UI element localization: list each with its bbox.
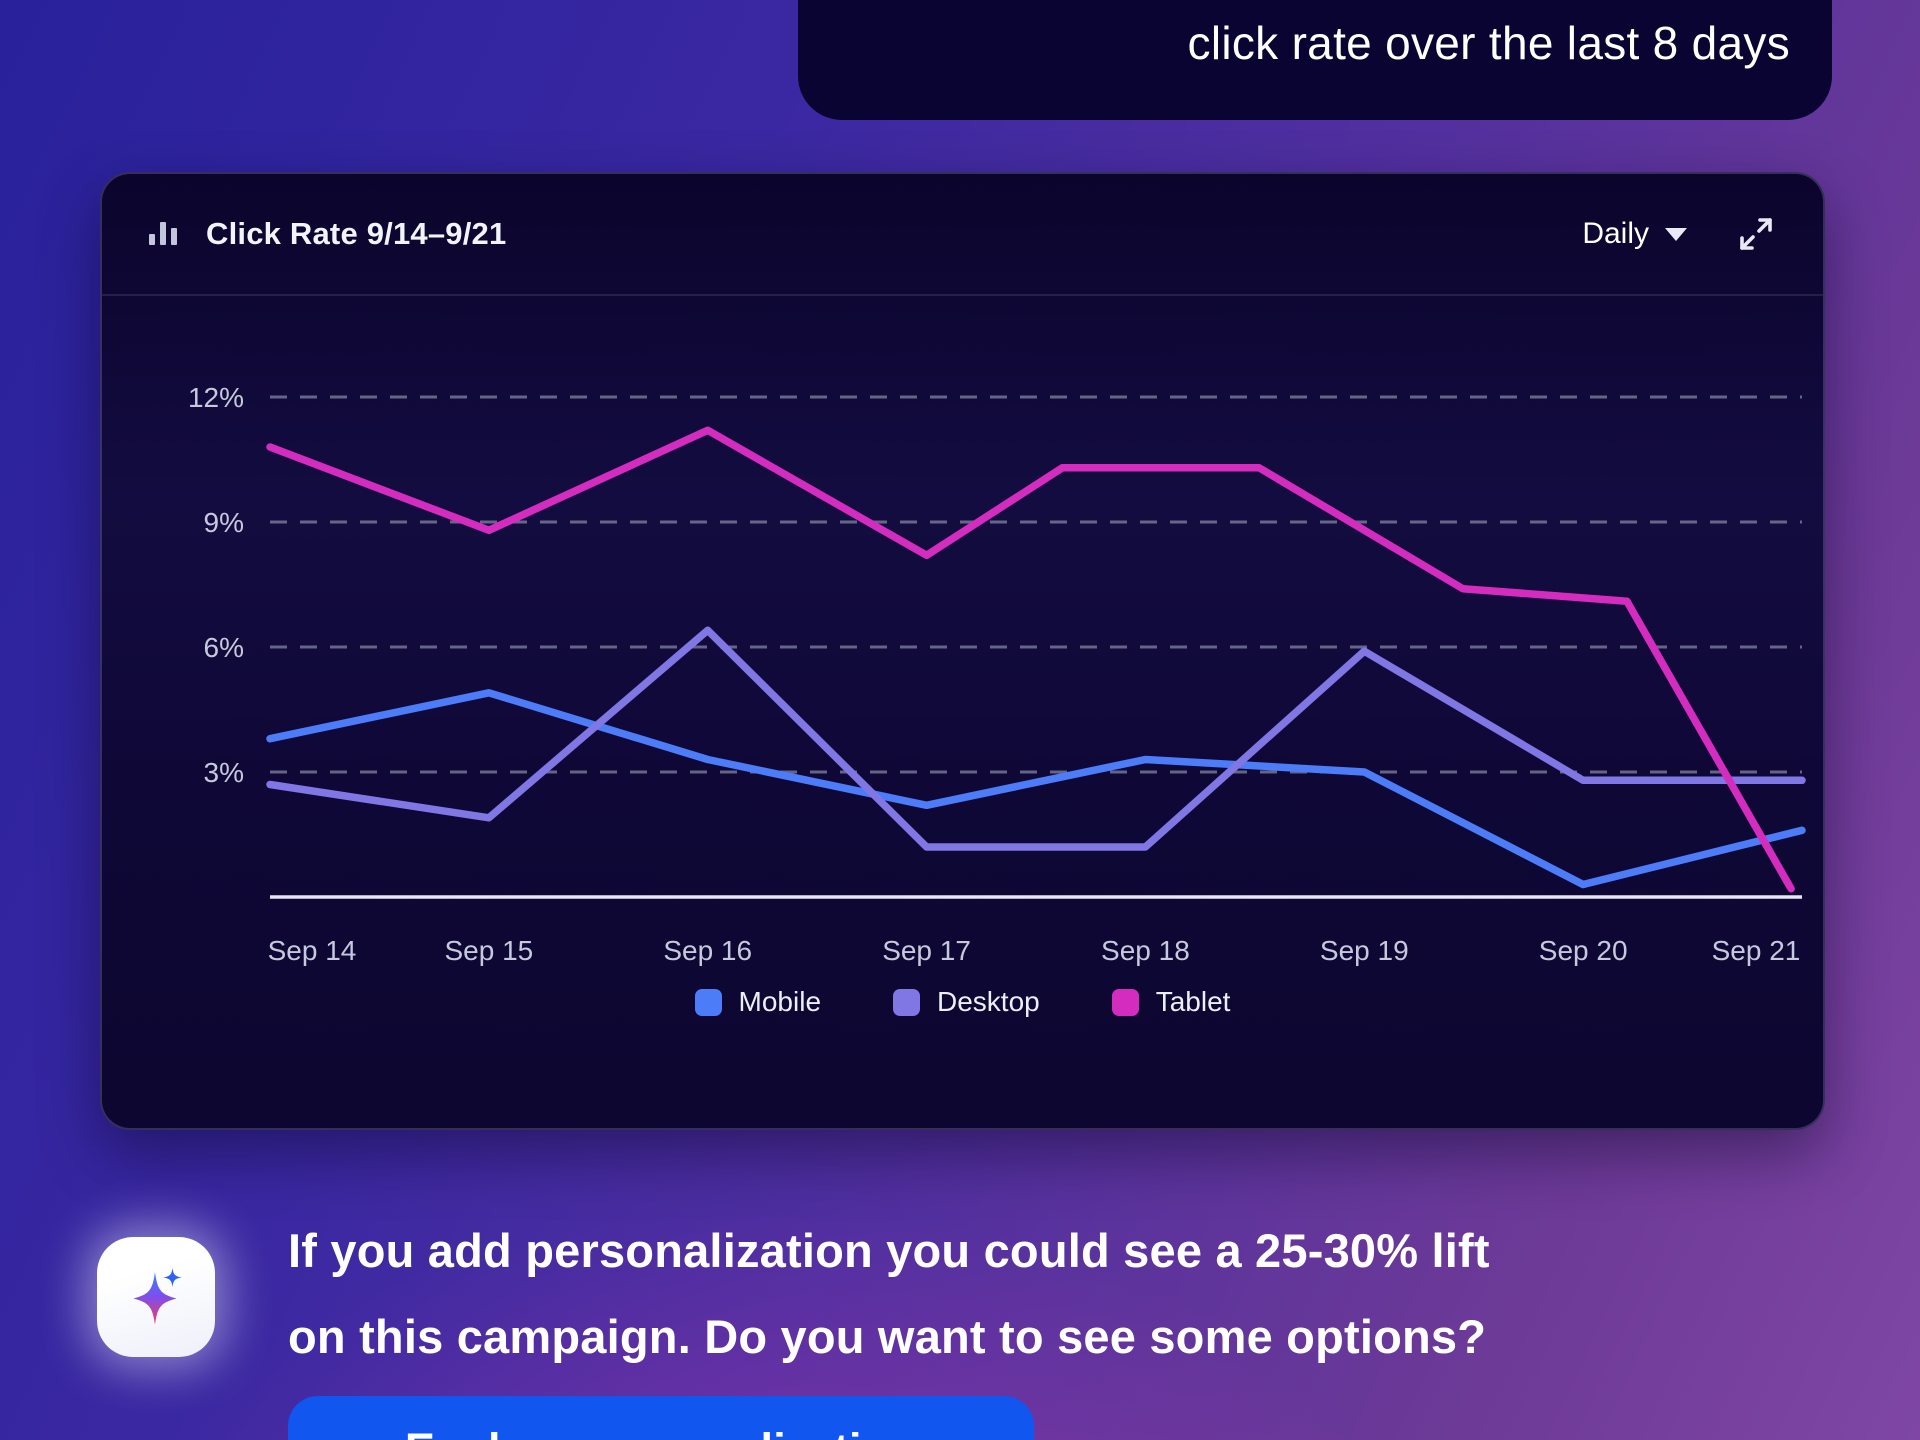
legend-swatch-mobile: [694, 988, 722, 1016]
cta-label: Explore personalization: [405, 1424, 917, 1440]
legend-item-mobile[interactable]: Mobile: [694, 986, 822, 1018]
x-tick-label: Sep 20: [1539, 935, 1628, 966]
explore-personalization-button[interactable]: Explore personalization: [288, 1396, 1034, 1440]
interval-dropdown[interactable]: Daily: [1582, 217, 1687, 251]
y-tick-label: 9%: [204, 507, 244, 538]
ai-assistant-avatar: [97, 1237, 215, 1357]
x-tick-label: Sep 21: [1712, 935, 1801, 966]
x-tick-label: Sep 16: [663, 935, 752, 966]
x-tick-label: Sep 19: [1320, 935, 1409, 966]
ai-message-line-1: If you add personalization you could see…: [288, 1224, 1490, 1277]
user-message-bubble: click rate over the last 8 days: [798, 0, 1832, 120]
legend-label: Mobile: [738, 986, 822, 1017]
x-tick-label: Sep 17: [882, 935, 971, 966]
x-tick-label: Sep 15: [444, 935, 533, 966]
ai-sparkle-icon: [133, 1268, 182, 1325]
chevron-down-icon: [1665, 227, 1687, 241]
y-tick-label: 6%: [204, 632, 244, 663]
click-rate-line-chart: 12% 9% 6% 3% Sep 14 Sep 15 Sep 16 Sep 17 Sep 18 S…: [188, 382, 1806, 966]
user-message-text: click rate over the last 8 days: [1187, 17, 1790, 69]
y-tick-label: 12%: [188, 382, 244, 413]
card-header: Click Rate 9/14–9/21 Daily: [102, 174, 1823, 296]
expand-button[interactable]: [1733, 211, 1779, 257]
x-tick-label: Sep 14: [268, 935, 357, 966]
interval-dropdown-value: Daily: [1582, 217, 1649, 250]
ai-message: If you add personalization you could see…: [288, 1208, 1490, 1380]
legend-label: Tablet: [1155, 986, 1231, 1017]
card-title: Click Rate 9/14–9/21: [206, 216, 507, 251]
card-header-controls: Daily: [1582, 211, 1779, 257]
x-tick-label: Sep 18: [1101, 935, 1190, 966]
legend-item-desktop[interactable]: Desktop: [893, 986, 1040, 1018]
y-tick-label: 3%: [204, 757, 244, 788]
expand-icon: [1740, 218, 1772, 250]
series-line-desktop: [266, 626, 1806, 851]
chart-legend: Mobile Desktop Tablet: [102, 986, 1823, 1018]
legend-item-tablet[interactable]: Tablet: [1111, 986, 1231, 1018]
series-line-mobile: [266, 689, 1806, 889]
series-line-tablet: [266, 426, 1795, 893]
legend-label: Desktop: [937, 986, 1040, 1017]
bar-chart-icon: [146, 215, 180, 254]
legend-swatch-desktop: [893, 988, 921, 1016]
legend-swatch-tablet: [1111, 988, 1139, 1016]
ai-message-line-2: on this campaign. Do you want to see som…: [288, 1310, 1487, 1363]
click-rate-card: Click Rate 9/14–9/21 Daily: [100, 172, 1825, 1130]
